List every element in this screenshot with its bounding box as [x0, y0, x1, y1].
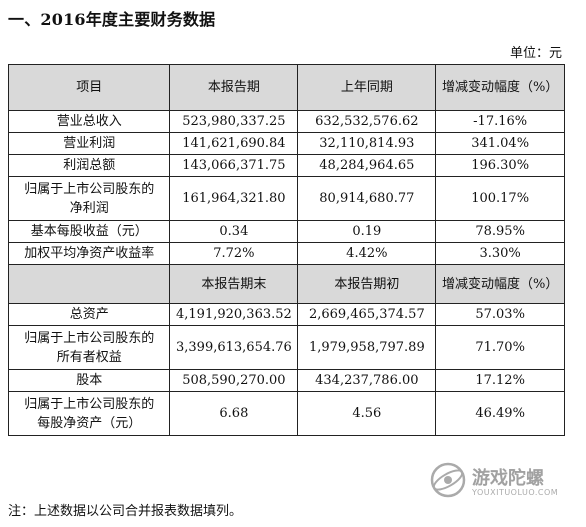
current-value: 0.34	[169, 220, 299, 243]
row-label-line2: 净利润	[69, 200, 109, 216]
watermark-text: 游戏陀螺	[472, 468, 544, 489]
prior-value: 80,914,680.77	[297, 176, 437, 221]
prior-value: 2,669,465,374.57	[297, 303, 437, 326]
change-value: 341.04%	[435, 132, 565, 155]
prior-value: 32,110,814.93	[297, 132, 437, 155]
gyroscope-logo-icon	[430, 462, 466, 498]
header-item: 项目	[7, 64, 171, 111]
footnote: 注：上述数据以公司合并报表数据填列。	[8, 504, 243, 519]
row-label: 利润总额	[7, 154, 171, 177]
watermark: 游戏陀螺 YOUXITUOLUO.COM	[430, 458, 570, 508]
row-label: 归属于上市公司股东的 所有者权益	[7, 325, 171, 370]
row-label: 股本	[7, 369, 171, 392]
table-row: 归属于上市公司股东的 每股净资产（元） 6.68 4.56 46.49%	[7, 391, 565, 436]
row-label-line1: 归属于上市公司股东的	[24, 330, 155, 346]
prior-value: 1,979,958,797.89	[297, 325, 437, 370]
subheader-period-end: 本报告期末	[169, 264, 299, 304]
change-value: 57.03%	[435, 303, 565, 326]
row-label: 加权平均净资产收益率	[7, 242, 171, 265]
unit-label: 单位：元	[509, 46, 562, 61]
current-value: 3,399,613,654.76	[169, 325, 299, 370]
change-value: 78.95%	[435, 220, 565, 243]
header-change: 增减变动幅度（%）	[435, 64, 565, 111]
financial-data-table: 项目 本报告期 上年同期 增减变动幅度（%） 营业总收入 523,980,337…	[7, 64, 565, 436]
table-row: 归属于上市公司股东的 净利润 161,964,321.80 80,914,680…	[7, 176, 565, 221]
row-label-line2: 所有者权益	[56, 349, 122, 365]
prior-value: 4.42%	[297, 242, 437, 265]
row-label: 归属于上市公司股东的 每股净资产（元）	[7, 391, 171, 436]
change-value: 3.30%	[435, 242, 565, 265]
row-label: 归属于上市公司股东的 净利润	[7, 176, 171, 221]
subheader-period-start: 本报告期初	[297, 264, 437, 304]
row-label-line1: 归属于上市公司股东的	[24, 181, 155, 197]
row-label: 营业利润	[7, 132, 171, 155]
subheader-blank	[7, 264, 171, 304]
current-value: 141,621,690.84	[169, 132, 299, 155]
watermark-url: YOUXITUOLUO.COM	[472, 488, 559, 497]
change-value: 196.30%	[435, 154, 565, 177]
table-row: 股本 508,590,270.00 434,237,786.00 17.12%	[7, 369, 565, 392]
subheader-change: 增减变动幅度（%）	[435, 264, 565, 304]
row-label: 总资产	[7, 303, 171, 326]
current-value: 523,980,337.25	[169, 110, 299, 133]
prior-value: 4.56	[297, 391, 437, 436]
change-value: -17.16%	[435, 110, 565, 133]
change-value: 46.49%	[435, 391, 565, 436]
table-subheader-row: 本报告期末 本报告期初 增减变动幅度（%）	[7, 264, 565, 304]
current-value: 161,964,321.80	[169, 176, 299, 221]
current-value: 4,191,920,363.52	[169, 303, 299, 326]
change-value: 71.70%	[435, 325, 565, 370]
row-label: 营业总收入	[7, 110, 171, 133]
current-value: 6.68	[169, 391, 299, 436]
table-row: 营业总收入 523,980,337.25 632,532,576.62 -17.…	[7, 110, 565, 133]
header-current-period: 本报告期	[169, 64, 299, 111]
change-value: 17.12%	[435, 369, 565, 392]
prior-value: 48,284,964.65	[297, 154, 437, 177]
table-row: 归属于上市公司股东的 所有者权益 3,399,613,654.76 1,979,…	[7, 325, 565, 370]
table-row: 加权平均净资产收益率 7.72% 4.42% 3.30%	[7, 242, 565, 265]
current-value: 508,590,270.00	[169, 369, 299, 392]
prior-value: 632,532,576.62	[297, 110, 437, 133]
table-row: 基本每股收益（元） 0.34 0.19 78.95%	[7, 220, 565, 243]
table-header-row: 项目 本报告期 上年同期 增减变动幅度（%）	[7, 64, 565, 111]
table-row: 总资产 4,191,920,363.52 2,669,465,374.57 57…	[7, 303, 565, 326]
row-label-line2: 每股净资产（元）	[37, 415, 142, 431]
prior-value: 0.19	[297, 220, 437, 243]
change-value: 100.17%	[435, 176, 565, 221]
table-row: 利润总额 143,066,371.75 48,284,964.65 196.30…	[7, 154, 565, 177]
row-label: 基本每股收益（元）	[7, 220, 171, 243]
header-prior-period: 上年同期	[297, 64, 437, 111]
table-row: 营业利润 141,621,690.84 32,110,814.93 341.04…	[7, 132, 565, 155]
prior-value: 434,237,786.00	[297, 369, 437, 392]
row-label-line1: 归属于上市公司股东的	[24, 396, 155, 412]
current-value: 143,066,371.75	[169, 154, 299, 177]
section-heading: 一、2016年度主要财务数据	[8, 10, 216, 29]
current-value: 7.72%	[169, 242, 299, 265]
